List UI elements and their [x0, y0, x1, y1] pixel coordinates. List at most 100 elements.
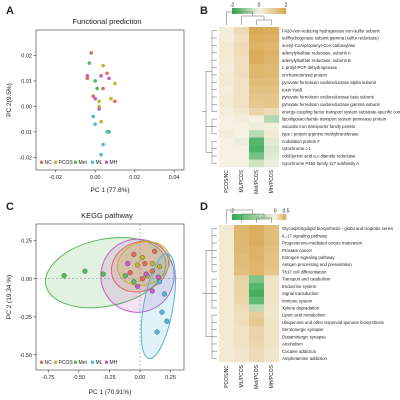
data-point-mh [99, 74, 103, 78]
colorbar-segment [245, 214, 249, 220]
colorbar-segment [247, 214, 251, 220]
data-point-mh [97, 107, 101, 111]
heatmap-cell [249, 159, 265, 168]
colorbar-segment [263, 214, 267, 220]
x-tick-label: -0.75 [42, 375, 55, 381]
legend-swatch-pcos [53, 360, 58, 364]
panel-letter-d: D [200, 201, 208, 213]
heatmap-cell [219, 311, 235, 319]
colorbar-segment [261, 8, 264, 14]
data-point-nc [113, 99, 117, 104]
colorbar-segment [252, 8, 255, 14]
data-point-nc [85, 76, 90, 81]
heatmap-cell [219, 115, 235, 123]
heatmap-cell [219, 56, 235, 65]
data-point-nc [127, 270, 133, 276]
heatmap-cell [264, 56, 280, 65]
data-point-pcos [139, 254, 145, 261]
heatmap-row-label: Ubiquinone and other terpenoid-quinone b… [282, 320, 384, 325]
panel-d: D -2 0 0.5 Glycosphingolipid biosynthesis … [200, 201, 393, 389]
data-point-ml [159, 309, 165, 315]
heatmap-cell [264, 333, 280, 341]
panel-d-dendrogram [202, 209, 272, 359]
column-dendrogram-branch [241, 15, 265, 25]
heatmap-cell [264, 49, 280, 57]
heatmap-cell [219, 100, 235, 109]
heatmap-cell [249, 304, 265, 312]
heatmap-cell [249, 325, 265, 334]
heatmap-row-label: energy-coupling factor transport system … [282, 109, 400, 114]
heatmap-cell [219, 340, 235, 348]
heatmap-row-label: type I protein arginine methyltransferas… [282, 131, 359, 136]
heatmap-cell [249, 34, 265, 42]
heatmap-row-label: Amphetamine addiction [282, 356, 328, 361]
panel-d-heatmap [219, 225, 280, 363]
heatmap-cell [219, 275, 235, 283]
data-point-met [61, 273, 67, 279]
y-tick-label: 0.00 [21, 104, 32, 110]
heatmap-row-label: Progesterone-mediated oocyte maturation [282, 241, 363, 246]
data-point-pcos [109, 96, 113, 101]
heatmap-row-label: Prostate cancer [282, 248, 313, 253]
heatmap-cell [249, 27, 265, 35]
heatmap-cell [234, 115, 250, 123]
panel-a: A Functional prediction -0.02 0.00 0.02 0.0… [6, 5, 185, 194]
heatmap-cell [219, 297, 235, 305]
colorbar-segment [236, 214, 240, 220]
heatmap-cell [219, 246, 235, 255]
heatmap-cell [234, 354, 250, 363]
x-tick-label: -0.50 [73, 375, 86, 381]
heatmap-cell [264, 239, 280, 247]
legend-label-met: Met [79, 360, 88, 366]
colorbar-segment [268, 8, 271, 14]
heatmap-cell [264, 34, 280, 42]
heatmap-cell [264, 340, 280, 348]
x-tick-label: 0.00 [135, 375, 146, 381]
legend-swatch-met [73, 360, 78, 364]
heatmap-cell [264, 325, 280, 334]
heatmap-cell [264, 311, 280, 319]
heatmap-row-label: Signal transduction [282, 291, 319, 296]
colorbar-segment [259, 8, 262, 14]
heatmap-cell [234, 225, 250, 233]
heatmap-cell [234, 311, 250, 319]
heatmap-cell [264, 115, 280, 123]
panel-c: C KEGG pathway -0.75 -0.50 -0.25 0.00 0.25-0… [6, 201, 185, 396]
panel-a-points [85, 51, 117, 157]
heatmap-cell [249, 311, 265, 319]
heatmap-cell [219, 122, 235, 131]
heatmap-cell [234, 325, 250, 334]
column-dendrogram-branch [226, 209, 253, 223]
heatmap-cell [219, 159, 235, 168]
heatmap-column-label: PCOS/NC [224, 365, 230, 388]
panel-c-ellipses [44, 237, 176, 360]
data-point-met [82, 268, 88, 274]
y-tick-label: 0.25 [21, 239, 32, 245]
heatmap-cell [264, 63, 280, 72]
heatmap-cell [219, 49, 235, 57]
heatmap-row-label: Antigen processing and presentation [282, 262, 352, 267]
colorbar-segment [241, 214, 244, 220]
heatmap-cell [264, 108, 280, 116]
heatmap-cell [219, 282, 235, 291]
heatmap-column-label: PCOS/NC [224, 170, 230, 193]
heatmap-row-label: adenylylsulfate reductase, subunit A [282, 50, 351, 55]
heatmap-cell [249, 100, 265, 109]
heatmap-cell [249, 93, 265, 101]
heatmap-row-label: vacuolar iron transporter family protein [282, 124, 356, 129]
panel-c-y-axis-label: PC 2 (19.34 %) [6, 275, 13, 319]
x-tick-label: 0.04 [169, 175, 180, 181]
colorbar-segment [265, 8, 269, 14]
y-tick-label: 0.02 [21, 53, 32, 59]
x-tick-label: 0.25 [165, 375, 176, 381]
heatmap-cell [249, 261, 265, 269]
heatmap-cell [219, 144, 235, 153]
legend-label-nc: NC [45, 360, 53, 366]
colorbar-tick-label: 0.5 [283, 209, 290, 215]
colorbar-segment [238, 214, 242, 220]
heatmap-cell [234, 152, 250, 160]
heatmap-cell [219, 261, 235, 269]
heatmap-cell [264, 297, 280, 305]
colorbar-segment [252, 214, 255, 220]
heatmap-column-label: MH/PCOS [269, 364, 275, 388]
